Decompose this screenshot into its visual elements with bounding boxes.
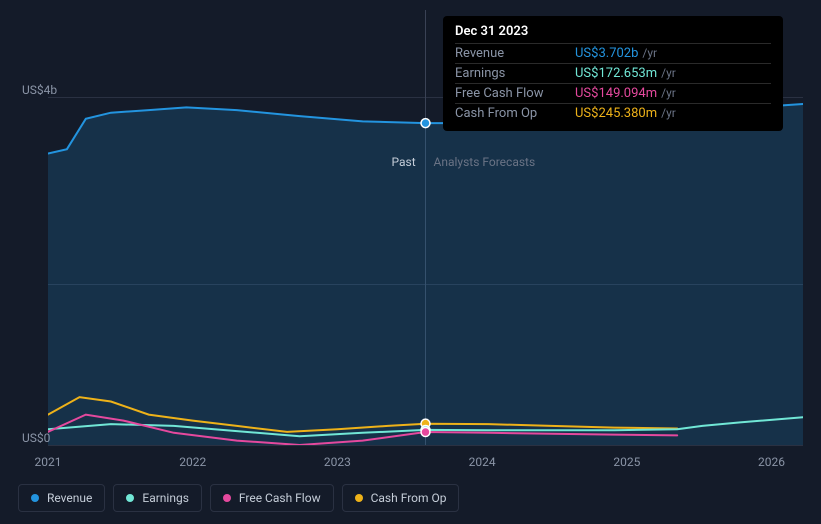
tooltip-row: RevenueUS$3.702b/yr [455,43,771,63]
legend-item-revenue[interactable]: Revenue [18,484,105,512]
chart-tooltip: Dec 31 2023 RevenueUS$3.702b/yrEarningsU… [443,16,783,131]
x-axis-label: 2023 [324,455,351,469]
tooltip-unit: /yr [661,86,676,100]
tooltip-key: Cash From Op [455,106,575,121]
legend-label: Cash From Op [371,491,447,505]
legend-dot-icon [223,494,231,502]
legend-item-earnings[interactable]: Earnings [113,484,202,512]
past-region-label: Past [392,155,416,169]
legend-item-cash_from_op[interactable]: Cash From Op [342,484,460,512]
y-axis-label: US$0 [22,431,50,445]
marker-dot-revenue [421,119,430,128]
tooltip-date: Dec 31 2023 [455,24,771,43]
tooltip-unit: /yr [661,66,676,80]
y-axis-label: US$4b [22,83,57,97]
legend-dot-icon [126,494,134,502]
legend-label: Revenue [47,491,92,505]
x-axis-label: 2026 [758,455,785,469]
tooltip-value: US$3.702b [575,46,638,61]
x-axis-label: 2021 [35,455,62,469]
tooltip-key: Free Cash Flow [455,86,575,101]
x-axis-label: 2024 [469,455,496,469]
series-area-revenue [48,104,803,445]
legend-item-free_cash_flow[interactable]: Free Cash Flow [210,484,334,512]
tooltip-unit: /yr [642,46,657,60]
tooltip-row: EarningsUS$172.653m/yr [455,63,771,83]
legend-label: Earnings [142,491,189,505]
tooltip-row: Cash From OpUS$245.380m/yr [455,103,771,123]
x-axis-label: 2025 [613,455,640,469]
legend-dot-icon [31,494,39,502]
legend-label: Free Cash Flow [239,491,321,505]
tooltip-value: US$245.380m [575,106,657,121]
tooltip-key: Revenue [455,46,575,61]
forecast-region-label: Analysts Forecasts [434,155,536,169]
chart-legend: Revenue Earnings Free Cash Flow Cash From O… [18,484,459,512]
tooltip-unit: /yr [661,106,676,120]
legend-dot-icon [355,494,363,502]
tooltip-value: US$172.653m [575,66,657,81]
x-axis-label: 2022 [179,455,206,469]
marker-dot-free_cash_flow [421,428,430,437]
tooltip-value: US$149.094m [575,86,657,101]
gridline [48,445,803,446]
tooltip-row: Free Cash FlowUS$149.094m/yr [455,83,771,103]
tooltip-key: Earnings [455,66,575,81]
